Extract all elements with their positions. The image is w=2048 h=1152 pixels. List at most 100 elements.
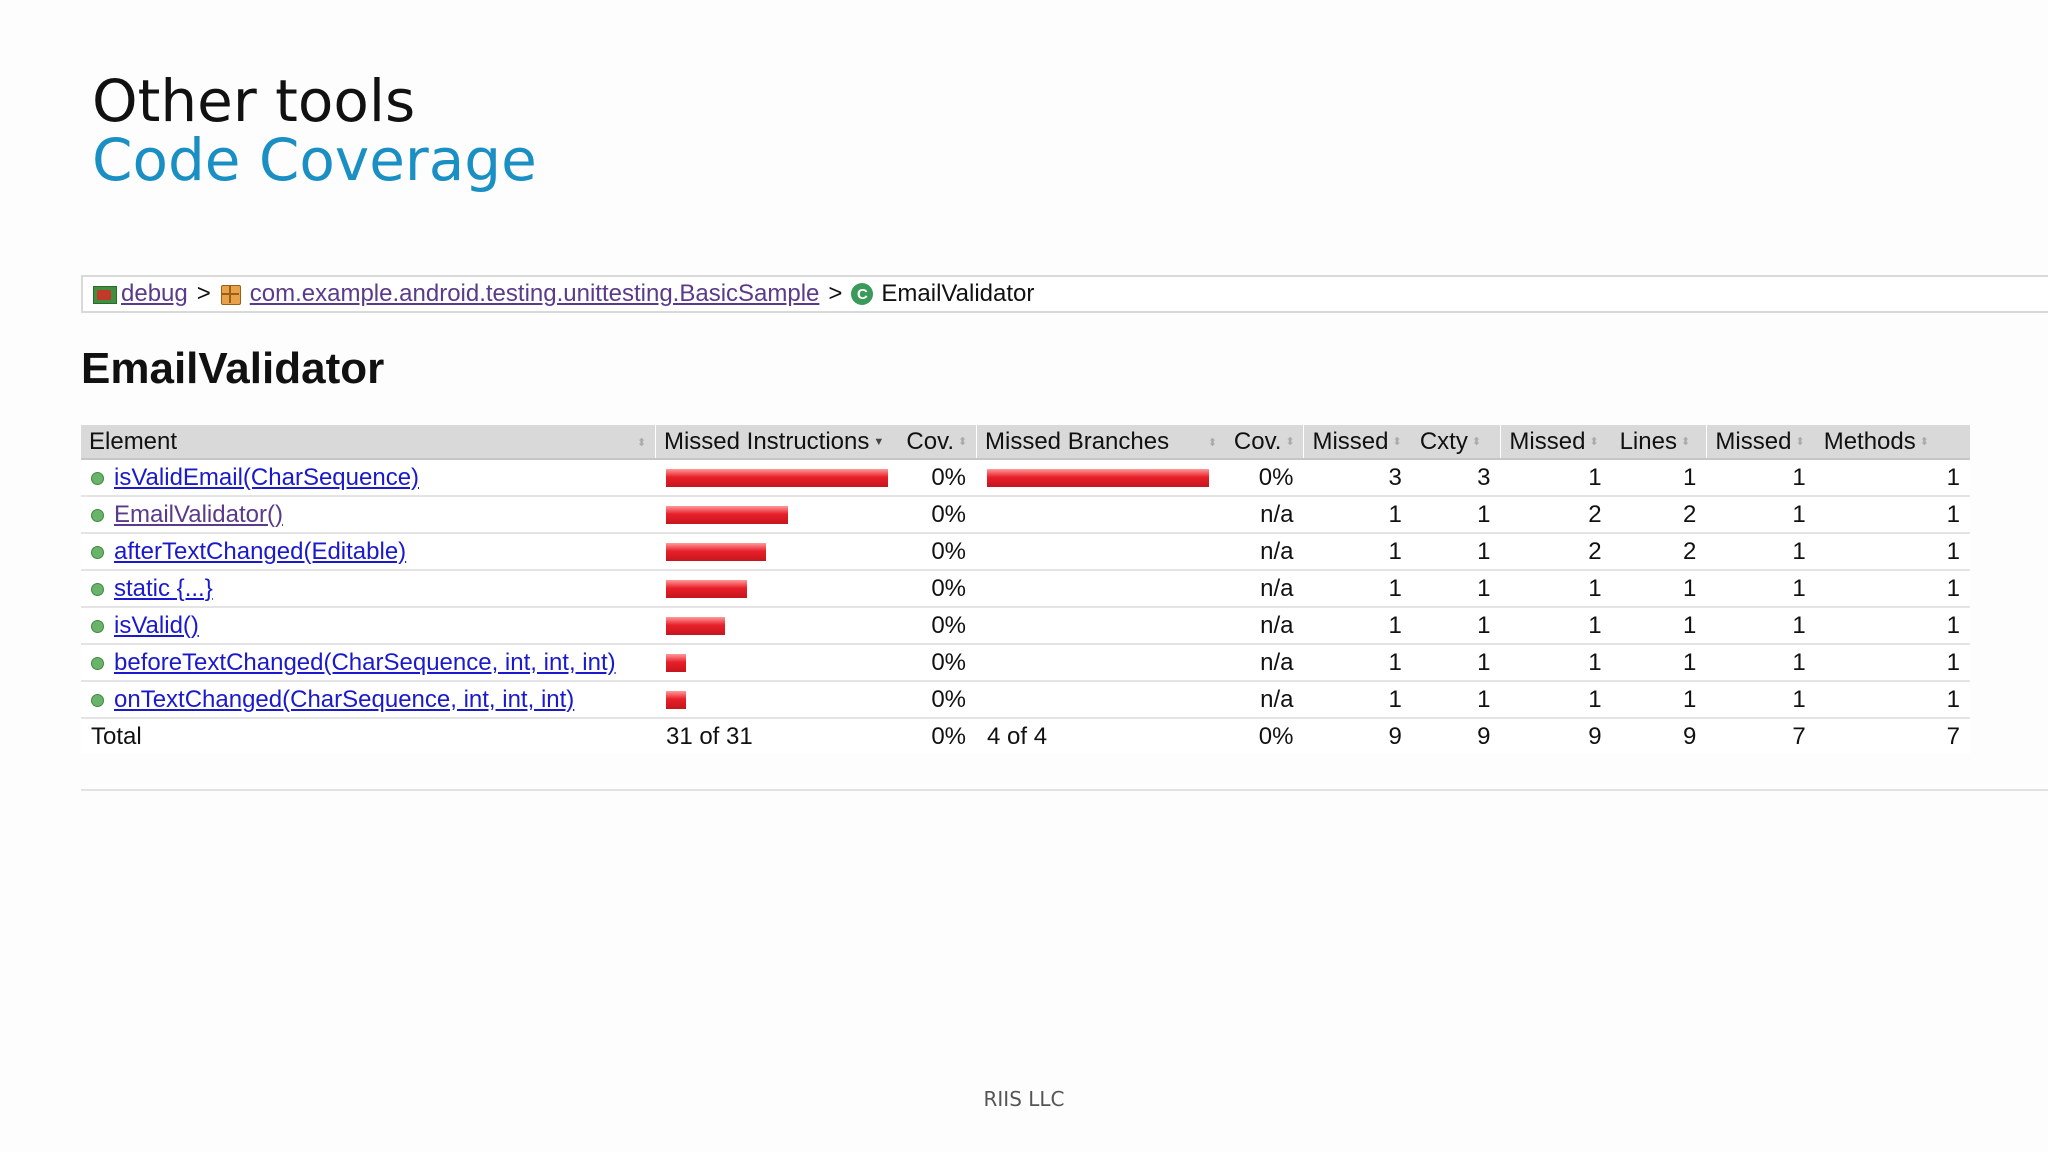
method-link[interactable]: afterTextChanged(Editable) <box>114 537 407 565</box>
column-header-label: Missed Branches <box>985 427 1170 455</box>
cell-element: static {...} <box>81 570 656 608</box>
divider <box>81 789 2048 791</box>
cell-missed-cxty: 1 <box>1303 570 1412 608</box>
cell-missed-instructions <box>654 533 899 571</box>
cell-instructions-cov: 0% <box>898 644 977 682</box>
cell-cxty: 1 <box>1411 533 1501 571</box>
method-status-icon <box>91 693 104 707</box>
cell-missed-lines: 1 <box>1500 644 1612 682</box>
method-link[interactable]: beforeTextChanged(CharSequence, int, int… <box>114 648 616 676</box>
table-total-row: Total 31 of 31 0% 4 of 4 0% 9 9 9 9 7 7 <box>81 718 1970 754</box>
cell-missed-lines: 1 <box>1500 570 1612 608</box>
method-status-icon <box>91 545 104 559</box>
report-heading: EmailValidator <box>81 344 385 393</box>
cell-missed-cxty: 3 <box>1303 459 1412 497</box>
column-header-label: Cov. <box>906 427 954 455</box>
column-header-methods[interactable]: Methods ⬍ <box>1815 425 1970 460</box>
method-status-icon <box>91 619 104 633</box>
cell-missed-cxty: 1 <box>1303 644 1412 682</box>
method-status-icon <box>91 508 104 522</box>
table-header-row: Element ⬍ Missed Instructions ▼ Cov. ⬍ Miss… <box>81 425 1970 460</box>
cell-instructions-cov: 0% <box>898 459 977 497</box>
method-link[interactable]: isValidEmail(CharSequence) <box>114 463 420 491</box>
cell-branches-cov: n/a <box>1225 607 1304 645</box>
column-header-element[interactable]: Element ⬍ <box>81 425 656 460</box>
cell-missed-lines: 1 <box>1500 681 1612 719</box>
cell-methods: 1 <box>1815 459 1970 497</box>
total-missed-methods: 7 <box>1706 718 1816 754</box>
slide-subtitle: Code Coverage <box>92 126 537 194</box>
column-header-missed-instructions[interactable]: Missed Instructions ▼ <box>654 425 899 460</box>
cell-missed-branches <box>975 644 1226 682</box>
cell-missed-methods: 1 <box>1706 570 1816 608</box>
method-link[interactable]: isValid() <box>114 611 199 639</box>
cell-missed-cxty: 1 <box>1303 496 1412 534</box>
column-header-lines[interactable]: Lines ⬍ <box>1611 425 1707 460</box>
column-header-label: Missed <box>1509 427 1586 455</box>
table-row: static {...} 0% n/a 1 1 1 1 1 1 <box>81 570 1970 608</box>
column-header-missed-lines[interactable]: Missed ⬍ <box>1500 425 1612 460</box>
missed-instructions-bar <box>665 691 686 710</box>
cell-missed-methods: 1 <box>1706 496 1816 534</box>
column-header-label: Cov. <box>1233 427 1282 455</box>
breadcrumb-separator: > <box>196 280 211 307</box>
cell-lines: 1 <box>1611 607 1707 645</box>
cell-missed-cxty: 1 <box>1303 607 1412 645</box>
table-row: EmailValidator() 0% n/a 1 1 2 2 1 1 <box>81 496 1970 534</box>
method-link[interactable]: onTextChanged(CharSequence, int, int, in… <box>114 685 575 713</box>
breadcrumb-debug-link[interactable]: debug <box>121 280 188 307</box>
cell-branches-cov: n/a <box>1225 570 1304 608</box>
cell-cxty: 1 <box>1411 496 1501 534</box>
cell-branches-cov: n/a <box>1225 496 1304 534</box>
column-header-missed-cxty[interactable]: Missed ⬍ <box>1303 425 1412 460</box>
method-link[interactable]: static {...} <box>114 574 213 602</box>
cell-methods: 1 <box>1815 681 1970 719</box>
missed-instructions-bar <box>665 654 686 673</box>
cell-methods: 1 <box>1815 533 1970 571</box>
sort-icon: ⬍ <box>1795 436 1805 449</box>
cell-missed-branches <box>975 681 1226 719</box>
column-header-cxty[interactable]: Cxty ⬍ <box>1411 425 1501 460</box>
sort-icon: ⬍ <box>1919 436 1929 449</box>
sort-icon: ⬍ <box>1392 436 1402 449</box>
cell-methods: 1 <box>1815 607 1970 645</box>
column-header-label: Cxty <box>1419 427 1468 455</box>
missed-instructions-bar <box>665 580 747 599</box>
cell-methods: 1 <box>1815 570 1970 608</box>
cell-missed-cxty: 1 <box>1303 681 1412 719</box>
breadcrumb-package-link[interactable]: com.example.android.testing.unittesting.… <box>249 280 820 307</box>
cell-instructions-cov: 0% <box>898 570 977 608</box>
cell-missed-lines: 2 <box>1500 496 1612 534</box>
column-header-label: Missed <box>1312 427 1389 455</box>
breadcrumb: debug > com.example.android.testing.unit… <box>81 275 2048 313</box>
missed-instructions-bar <box>665 506 788 525</box>
cell-missed-methods: 1 <box>1706 644 1816 682</box>
cell-cxty: 3 <box>1411 459 1501 497</box>
column-header-branches-cov[interactable]: Cov. ⬍ <box>1225 425 1304 460</box>
cell-element: onTextChanged(CharSequence, int, int, in… <box>81 681 656 719</box>
cell-missed-branches <box>975 607 1226 645</box>
column-header-instructions-cov[interactable]: Cov. ⬍ <box>898 425 977 460</box>
total-missed-lines: 9 <box>1500 718 1612 754</box>
cell-missed-methods: 1 <box>1706 533 1816 571</box>
cell-cxty: 1 <box>1411 607 1501 645</box>
slide-title: Other tools <box>92 67 416 135</box>
column-header-label: Methods <box>1823 427 1916 455</box>
missed-instructions-bar <box>665 543 766 562</box>
cell-cxty: 1 <box>1411 644 1501 682</box>
column-header-missed-branches[interactable]: Missed Branches ⬍ <box>975 425 1226 460</box>
column-header-label: Missed Instructions <box>663 427 870 455</box>
class-icon: C <box>851 283 874 305</box>
column-header-missed-methods[interactable]: Missed ⬍ <box>1706 425 1816 460</box>
cell-methods: 1 <box>1815 644 1970 682</box>
sort-icon: ⬍ <box>636 436 647 449</box>
total-missed-branches: 4 of 4 <box>975 718 1226 754</box>
total-lines: 9 <box>1611 718 1707 754</box>
coverage-table: Element ⬍ Missed Instructions ▼ Cov. ⬍ Miss… <box>81 425 1970 754</box>
sort-icon: ⬍ <box>1207 436 1218 449</box>
cell-missed-instructions <box>654 681 899 719</box>
sort-icon: ⬍ <box>958 436 968 449</box>
table-row: beforeTextChanged(CharSequence, int, int… <box>81 644 1970 682</box>
package-icon <box>220 283 242 305</box>
method-link[interactable]: EmailValidator() <box>114 500 283 528</box>
